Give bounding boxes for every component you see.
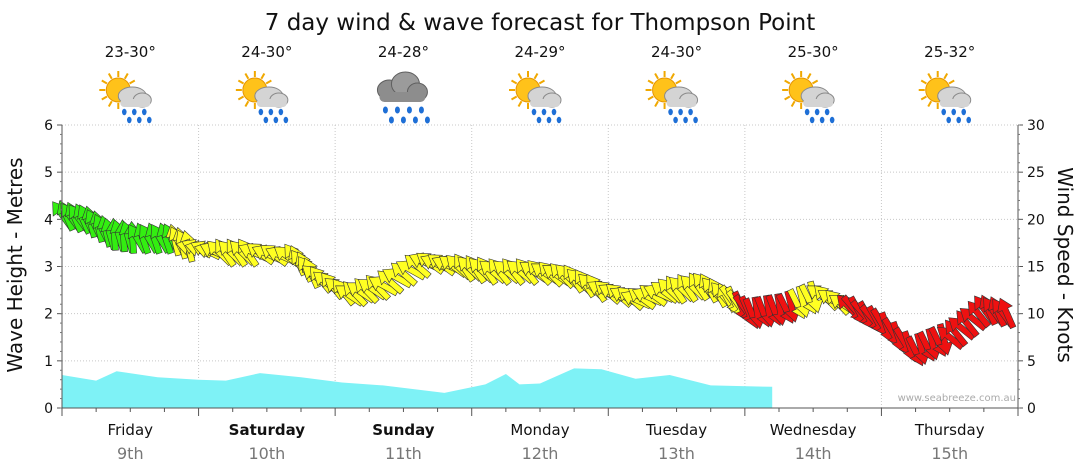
- sun-cloud-rain-icon: [645, 71, 699, 124]
- y-right-tick-label: 20: [1027, 212, 1045, 228]
- cloud-icon: [664, 86, 699, 108]
- cloud-rain-icon: [376, 71, 430, 124]
- rain-drops-icon: [258, 108, 289, 124]
- temperature-range: 24-30°: [241, 43, 292, 61]
- date-label: 13th: [658, 444, 695, 463]
- y-left-tick-label: 1: [44, 354, 53, 370]
- rain-drops-icon: [531, 108, 562, 124]
- y-left-tick-label: 0: [44, 401, 53, 417]
- temperature-range: 24-28°: [378, 43, 429, 61]
- y-left-tick-label: 2: [44, 307, 53, 323]
- cloud-icon: [937, 86, 972, 108]
- date-label: 11th: [385, 444, 422, 463]
- y-left-tick-label: 5: [44, 165, 53, 181]
- day-label: Tuesday: [645, 421, 707, 439]
- y-left-tick-label: 3: [44, 260, 53, 276]
- cloud-icon: [117, 86, 152, 108]
- date-label: 9th: [117, 444, 144, 463]
- wave-height-area: [62, 368, 773, 408]
- date-label: 12th: [522, 444, 559, 463]
- sun-cloud-rain-icon: [782, 71, 835, 124]
- wind-arrow: [997, 297, 1017, 330]
- chart-title: 7 day wind & wave forecast for Thompson …: [265, 10, 815, 36]
- date-label: 10th: [248, 444, 285, 463]
- cloud-icon: [800, 86, 835, 108]
- axes: 0 1 2 3 4 5 6 0 5 10 15 20 25 30 Friday 9th Saturday 10th…: [44, 118, 1045, 463]
- y-right-tick-label: 10: [1027, 307, 1045, 323]
- y-right-label: Wind Speed - Knots: [1053, 167, 1077, 363]
- day-label: Monday: [510, 421, 569, 439]
- temperature-range: 24-30°: [651, 43, 702, 61]
- rain-drops-icon: [668, 108, 698, 124]
- y-right-tick-label: 0: [1027, 401, 1036, 417]
- rain-drops-icon: [382, 106, 430, 124]
- date-label: 15th: [931, 444, 968, 463]
- date-label: 14th: [795, 444, 832, 463]
- day-forecast-header: 23-30° 24-30° 24-28° 24-29° 24-30° 25-30° 25-3…: [99, 43, 975, 124]
- rain-drops-icon: [804, 108, 835, 124]
- temperature-range: 24-29°: [514, 43, 565, 61]
- y-left-label: Wave Height - Metres: [3, 157, 27, 372]
- sun-cloud-rain-icon: [99, 71, 152, 124]
- y-left-tick-label: 6: [44, 118, 53, 134]
- wave-area: [62, 368, 773, 408]
- wind-arrows: [52, 200, 1017, 367]
- rain-drops-icon: [121, 108, 152, 124]
- y-right-tick-label: 5: [1027, 354, 1036, 370]
- day-label: Thursday: [914, 421, 985, 439]
- y-right-tick-label: 15: [1027, 260, 1045, 276]
- cloud-icon: [254, 86, 289, 108]
- cloud-icon: [376, 71, 428, 102]
- y-left-tick-label: 4: [44, 212, 53, 228]
- temperature-range: 23-30°: [105, 43, 156, 61]
- sun-cloud-rain-icon: [509, 71, 562, 124]
- day-label: Friday: [108, 421, 154, 439]
- sun-cloud-rain-icon: [918, 71, 972, 124]
- day-label: Saturday: [229, 421, 306, 439]
- day-label: Sunday: [372, 421, 435, 439]
- rain-drops-icon: [941, 108, 972, 124]
- day-label: Wednesday: [770, 421, 857, 439]
- temperature-range: 25-32°: [924, 43, 975, 61]
- sun-cloud-rain-icon: [235, 71, 289, 124]
- y-right-tick-label: 25: [1027, 165, 1045, 181]
- y-right-tick-label: 30: [1027, 118, 1045, 134]
- temperature-range: 25-30°: [788, 43, 839, 61]
- credit-text: www.seabreeze.com.au: [898, 393, 1016, 404]
- cloud-icon: [527, 86, 562, 108]
